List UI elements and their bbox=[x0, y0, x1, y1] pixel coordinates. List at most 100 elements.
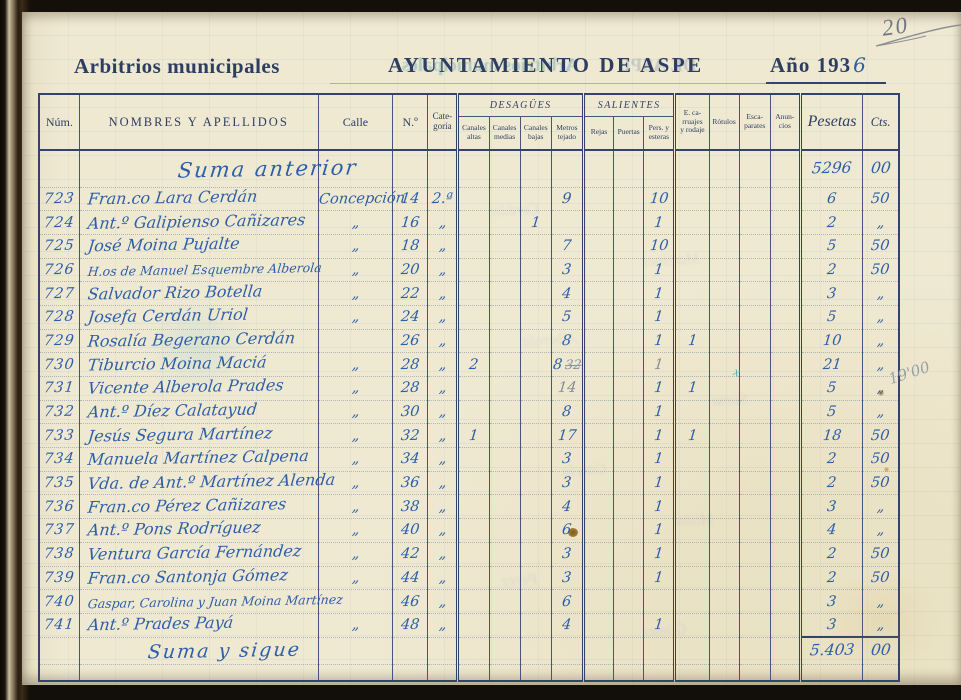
handwritten-no: 18 bbox=[400, 238, 421, 255]
handwritten-cts: „ bbox=[875, 380, 886, 397]
cell-anun bbox=[769, 150, 801, 188]
cell-name: Manuela Martínez Calpena bbox=[78, 446, 319, 472]
year-handwritten-digit: 6 bbox=[853, 53, 867, 77]
handwritten-cts: 50 bbox=[870, 238, 891, 255]
cell-cb bbox=[519, 329, 552, 354]
cell-cat: „ bbox=[427, 376, 458, 401]
handwritten-mt: 4 bbox=[561, 498, 573, 515]
cell-pers bbox=[643, 589, 675, 614]
cell-carr bbox=[673, 258, 710, 283]
cell-cb bbox=[519, 494, 552, 520]
cell-pers: 1 bbox=[643, 613, 675, 638]
cell-calle: „ bbox=[317, 210, 393, 235]
handwritten-name: Manuela Martínez Calpena bbox=[86, 446, 310, 470]
cell-name: Rosalía Begerano Cerdán bbox=[78, 328, 319, 354]
col-header-pers-esteras: Pers. y esteras bbox=[643, 116, 675, 150]
cell-cat: „ bbox=[427, 352, 458, 377]
cell-pers: 1 bbox=[643, 423, 675, 449]
cell-ca bbox=[456, 637, 490, 665]
handwritten-cat: „ bbox=[437, 569, 447, 586]
handwritten-name: Ant.º Prades Payá bbox=[86, 612, 234, 635]
cell-rejas bbox=[581, 542, 614, 567]
cell-ca bbox=[456, 305, 490, 330]
handwritten-ptas: 18 bbox=[821, 427, 843, 444]
handwritten-pers: 1 bbox=[653, 475, 665, 492]
cell-calle bbox=[317, 589, 393, 614]
cell-puertas bbox=[613, 447, 644, 472]
handwritten-name: Tiburcio Moina Maciá bbox=[86, 352, 268, 375]
handwritten-calle: „ bbox=[350, 380, 361, 397]
cell-cts: „ bbox=[862, 281, 899, 306]
handwritten-ptas: 2 bbox=[826, 261, 838, 278]
cell-esc bbox=[738, 234, 771, 259]
handwritten-ptas: 2 bbox=[826, 214, 838, 231]
cell-cm bbox=[488, 542, 521, 567]
handwritten-mt: 4 bbox=[561, 617, 573, 634]
group-header-desagues: DESAGÜES bbox=[456, 94, 584, 117]
cell-cts: 50 bbox=[862, 566, 899, 591]
cell-anun bbox=[769, 329, 801, 354]
handwritten-ptas: 3 bbox=[826, 285, 838, 302]
handwritten-pers: 1 bbox=[653, 214, 665, 231]
cell-calle: „ bbox=[317, 258, 393, 283]
cell-mt: 8 bbox=[550, 329, 584, 354]
cell-pers: 1 bbox=[643, 518, 675, 543]
cell-name: Josefa Cerdán Uriol bbox=[78, 305, 319, 330]
handwritten-cts: „ bbox=[875, 616, 886, 634]
cell-anun bbox=[769, 542, 801, 567]
year-printed: Año 193 bbox=[770, 53, 852, 77]
cell-mt: 4 bbox=[550, 613, 584, 638]
cell-rot bbox=[708, 187, 740, 212]
cell-anun bbox=[769, 447, 801, 472]
cell-rejas bbox=[581, 494, 614, 520]
cell-carr bbox=[673, 400, 710, 425]
cell-calle: „ bbox=[317, 566, 393, 591]
cell-mt bbox=[550, 664, 584, 682]
cell-rot bbox=[708, 613, 740, 638]
cell-ptas: 21 bbox=[798, 352, 863, 377]
cell-cb bbox=[519, 281, 552, 306]
page-title: AYUNTAMIENTO DE ASPE bbox=[388, 53, 704, 77]
cell-calle: „ bbox=[317, 281, 393, 306]
cell-cm bbox=[488, 352, 521, 377]
cell-ca: 2 bbox=[456, 352, 490, 377]
handwritten-cts: „ bbox=[875, 309, 886, 326]
handwritten-cat: „ bbox=[437, 427, 447, 444]
cell-no: 30 bbox=[392, 400, 428, 425]
cell-cat: „ bbox=[427, 305, 458, 330]
handwritten-cat: „ bbox=[437, 214, 447, 231]
cell-calle: „ bbox=[317, 518, 393, 543]
table-row: 738 Ventura García Fernández „ 42 „ 3 1 2 50 bbox=[39, 541, 899, 567]
table-row: 726 H.os de Manuel Esquembre Alberola „ 20 „… bbox=[39, 258, 899, 283]
cell-cm bbox=[488, 305, 521, 330]
cell-mt bbox=[550, 150, 584, 188]
cell-cts: „ bbox=[862, 376, 899, 401]
handwritten-pers: 1 bbox=[653, 261, 665, 278]
cell-rejas bbox=[581, 447, 614, 472]
handwritten-ca: 2 bbox=[468, 356, 480, 373]
sum-label: Suma anterior bbox=[176, 155, 359, 183]
handwritten-no: 42 bbox=[400, 545, 421, 563]
cell-ca bbox=[456, 258, 490, 283]
cell-esc bbox=[738, 566, 771, 591]
handwritten-num: 733 bbox=[43, 427, 76, 444]
handwritten-pers: 10 bbox=[648, 190, 669, 208]
cell-num: 731 bbox=[39, 376, 80, 401]
handwritten-pers: 1 bbox=[653, 332, 665, 350]
handwritten-no: 24 bbox=[400, 309, 421, 326]
cell-pers: 1 bbox=[643, 305, 675, 330]
cell-cts: 50 bbox=[862, 234, 899, 259]
handwritten-mt: 8 bbox=[551, 356, 563, 373]
handwritten-ptas: 6 bbox=[826, 190, 838, 207]
handwritten-name: Ant.º Galipienso Cañizares bbox=[86, 209, 307, 233]
table-row: 727 Salvador Rizo Botella „ 22 „ 4 1 3 „ bbox=[39, 281, 899, 306]
col-header-cts: Cts. bbox=[862, 94, 899, 150]
cell-cb bbox=[519, 447, 552, 472]
cell-rot bbox=[708, 589, 740, 614]
cell-puertas bbox=[613, 664, 644, 682]
handwritten-mt: 3 bbox=[561, 569, 573, 586]
cell-no: 16 bbox=[392, 210, 428, 235]
cell-cb bbox=[519, 423, 552, 449]
cell-cat: „ bbox=[427, 518, 458, 543]
cell-pers bbox=[643, 664, 675, 682]
